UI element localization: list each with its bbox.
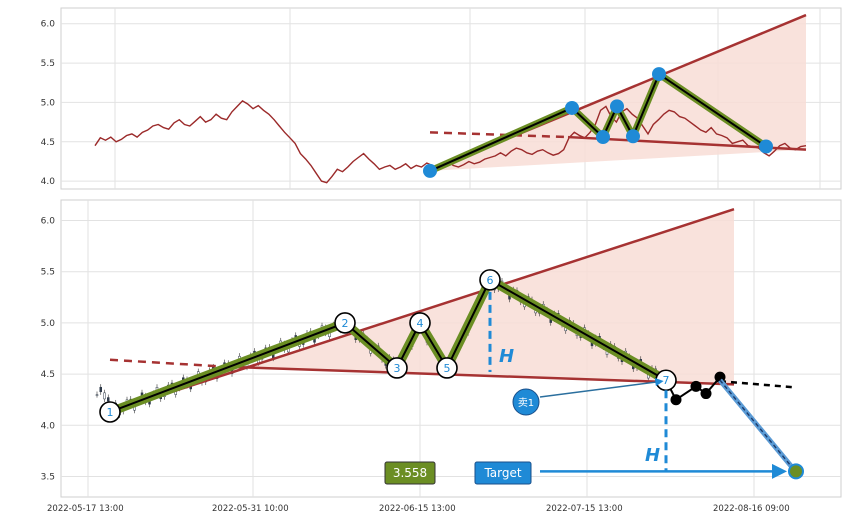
pattern-marker-label: 4 — [417, 317, 424, 330]
bottom-ytick-label: 4.0 — [41, 421, 56, 431]
top-pattern-point — [759, 140, 773, 154]
bottom-ytick-label: 5.5 — [41, 268, 55, 278]
bottom-xtick-label: 2022-07-15 13:00 — [546, 504, 623, 514]
pattern-marker-label: 7 — [663, 374, 670, 387]
value-box-label: 3.558 — [393, 466, 427, 480]
candle-body — [104, 393, 106, 399]
pattern-marker-label: 6 — [487, 274, 494, 287]
top-ytick-label: 6.0 — [41, 20, 56, 30]
top-pattern-point — [626, 129, 640, 143]
extension-point — [701, 388, 712, 399]
bottom-ytick-label: 3.5 — [41, 473, 55, 483]
candle-body — [100, 387, 102, 392]
pattern-marker-label: 3 — [394, 362, 401, 375]
height-label-2: H — [645, 445, 660, 466]
target-point — [789, 464, 803, 478]
top-panel: 4.0 4.5 5.0 5.5 6.0 — [41, 8, 841, 189]
top-pattern-point — [423, 164, 437, 178]
candle-body — [107, 398, 109, 402]
bottom-xtick-label: 2022-05-17 13:00 — [47, 504, 124, 514]
top-ytick-label: 4.5 — [41, 138, 55, 148]
sell-label: 卖1 — [518, 397, 534, 409]
candle-body — [96, 395, 98, 396]
pattern-marker-label: 5 — [444, 362, 451, 375]
top-ytick-label: 4.0 — [41, 177, 56, 187]
bottom-ytick-label: 6.0 — [41, 216, 56, 226]
bottom-xtick-label: 2022-05-31 10:00 — [212, 504, 289, 514]
top-ytick-label: 5.5 — [41, 59, 55, 69]
target-box-label: Target — [483, 466, 521, 480]
bottom-ytick-label: 4.5 — [41, 370, 55, 380]
bottom-panel: 2022-05-17 13:00 2022-05-31 10:00 2022-06-… — [41, 200, 841, 514]
top-pattern-point — [652, 67, 666, 81]
bottom-xtick-label: 2022-08-16 09:00 — [713, 504, 790, 514]
bottom-xtick-label: 2022-06-15 13:00 — [379, 504, 456, 514]
height-label-1: H — [499, 346, 514, 367]
top-pattern-point — [610, 99, 624, 113]
bottom-ytick-label: 5.0 — [41, 319, 56, 329]
pattern-marker-label: 1 — [107, 406, 114, 419]
top-pattern-point — [596, 130, 610, 144]
top-pattern-point — [565, 101, 579, 115]
pattern-marker-label: 2 — [342, 317, 349, 330]
extension-point — [671, 394, 682, 405]
extension-point — [691, 381, 702, 392]
top-ytick-label: 5.0 — [41, 98, 56, 108]
